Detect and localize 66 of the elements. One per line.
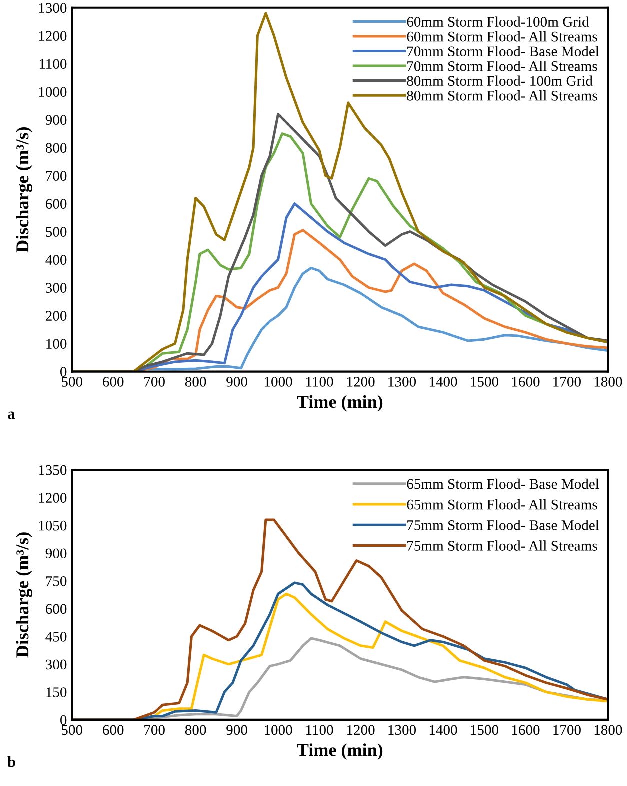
- x-tick-label: 1200: [347, 725, 375, 736]
- x-tick-label: 800: [185, 725, 206, 736]
- x-tick-label: 1800: [594, 725, 622, 736]
- y-tick-label: 300: [46, 660, 67, 670]
- x-axis-title: Time (min): [297, 395, 383, 412]
- y-tick-label: 700: [46, 171, 67, 182]
- y-axis-title: Discharge (m³/s): [16, 532, 33, 658]
- legend-label: 80mm Storm Flood- 100m Grid: [407, 76, 593, 86]
- x-tick-label: 1700: [554, 725, 581, 736]
- y-tick-label: 1200: [39, 493, 67, 504]
- text: b: [8, 756, 16, 768]
- y-tick-label: 100: [46, 339, 67, 349]
- y-tick-label: 450: [46, 632, 67, 642]
- y-tick-label: 1000: [39, 87, 67, 98]
- x-tick-label: 1000: [264, 725, 292, 736]
- y-axis-title: Discharge (m³/s): [16, 127, 33, 253]
- y-tick-label: 150: [46, 688, 67, 698]
- y-tick-label: 1200: [39, 31, 67, 42]
- x-tick-label: 1500: [471, 725, 499, 736]
- legend-label: 75mm Storm Flood- All Streams: [408, 540, 598, 551]
- y-tick-label: 300: [46, 283, 67, 293]
- x-tick-label: 1200: [347, 377, 375, 387]
- y-tick-label: 1350: [39, 465, 67, 476]
- x-tick-label: 1400: [430, 725, 458, 736]
- x-axis-title: Time (min): [297, 744, 383, 760]
- y-tick-label: 800: [46, 143, 67, 154]
- x-tick-label: 1600: [512, 725, 540, 736]
- x-tick-label: 700: [144, 377, 165, 387]
- x-tick-label: 900: [226, 725, 248, 736]
- x-tick-label: 600: [103, 725, 124, 736]
- legend-label: 75mm Storm Flood- Base Model: [408, 520, 600, 530]
- y-tick-label: 0: [60, 367, 67, 377]
- x-tick-label: 1300: [388, 725, 416, 736]
- y-tick-label: 1300: [39, 3, 67, 14]
- legend-label: 60mm Storm Flood- All Streams: [407, 31, 598, 42]
- text: a: [8, 412, 15, 420]
- y-tick-label: 600: [46, 604, 67, 614]
- y-tick-label: 1050: [39, 520, 67, 531]
- x-tick-label: 1100: [306, 725, 334, 736]
- x-tick-label: 800: [185, 377, 206, 387]
- legend-label: 70mm Storm Flood- Base Model: [408, 46, 600, 57]
- legend-label: 80mm Storm Flood- All Streams: [407, 90, 598, 101]
- x-tick-label: 1000: [264, 377, 292, 387]
- y-tick-label: 1100: [40, 59, 67, 70]
- x-tick-label: 1800: [594, 377, 622, 387]
- y-tick-label: 400: [46, 255, 67, 266]
- y-tick-label: 200: [46, 311, 67, 321]
- x-tick-label: 1300: [388, 377, 416, 387]
- legend-label: 65mm Storm Flood- All Streams: [407, 499, 598, 510]
- y-tick-label: 900: [46, 115, 67, 126]
- x-tick-label: 700: [144, 725, 165, 736]
- y-tick-label: 900: [46, 548, 67, 559]
- x-tick-label: 1600: [512, 377, 540, 387]
- legend-label: 65mm Storm Flood- Base Model: [407, 478, 600, 490]
- legend-label: 60mm Storm Flood-100m Grid: [407, 16, 590, 27]
- x-tick-label: 600: [103, 377, 124, 387]
- x-tick-label: 900: [226, 377, 248, 387]
- x-tick-label: 1100: [306, 377, 334, 387]
- y-tick-label: 600: [46, 199, 67, 210]
- x-tick-label: 1700: [554, 377, 581, 387]
- legend-label: 70mm Storm Flood- All Streams: [408, 61, 598, 72]
- x-tick-label: 1500: [471, 377, 499, 387]
- x-tick-label: 1400: [430, 377, 458, 387]
- y-tick-label: 0: [60, 715, 67, 726]
- y-tick-label: 750: [46, 576, 67, 586]
- y-tick-label: 500: [46, 227, 67, 238]
